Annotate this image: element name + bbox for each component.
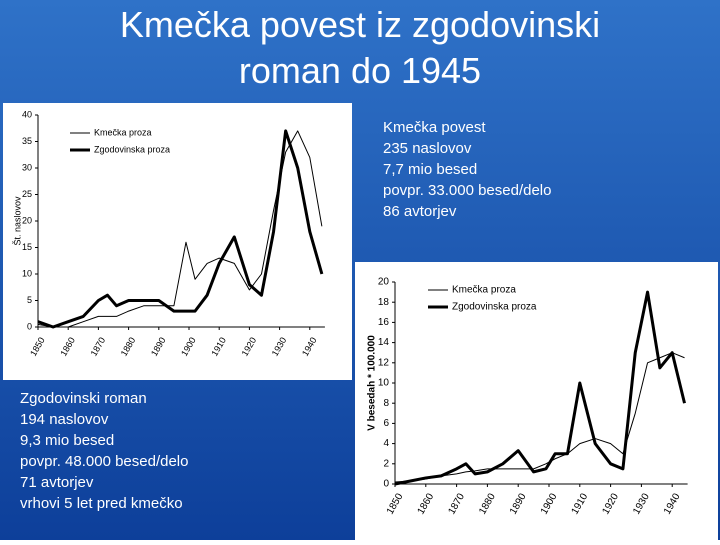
line-series [394, 290, 686, 486]
legend-label: Zgodovinska proza [452, 302, 537, 313]
text-line: 194 naslovov [20, 411, 109, 428]
y-tick-label: 0 [27, 321, 32, 331]
y-tick-label: 15 [22, 242, 32, 252]
y-tick-label: 16 [378, 317, 390, 328]
y-tick-label: 6 [383, 418, 389, 429]
y-tick-label: 8 [383, 398, 389, 409]
legend-label: Kmečka proza [452, 285, 516, 296]
y-tick-label: 4 [383, 438, 389, 449]
y-tick-label: 14 [378, 337, 390, 348]
y-tick-label: 10 [378, 378, 390, 389]
text-line: povpr. 48.000 besed/delo [20, 453, 188, 470]
y-tick-label: 5 [27, 295, 32, 305]
y-tick-label: 18 [378, 297, 390, 308]
chart-panel [355, 262, 718, 540]
text-line: 7,7 mio besed [383, 161, 477, 178]
y-tick-label: 20 [22, 215, 32, 225]
y-tick-label: 10 [22, 268, 32, 278]
y-axis-label: V besedah * 100.000 [367, 335, 378, 431]
y-tick-label: 2 [383, 458, 389, 469]
text-line: 86 avtorjev [383, 203, 457, 220]
y-tick-label: 40 [22, 109, 32, 119]
text-line: Kmečka povest [383, 119, 486, 136]
y-tick-label: 25 [22, 189, 32, 199]
left-text: Zgodovinski roman 194 naslovov 9,3 mio bes… [20, 390, 188, 512]
text-line: 9,3 mio besed [20, 432, 114, 449]
y-tick-label: 20 [378, 277, 390, 288]
legend-label: Zgodovinska proza [94, 144, 170, 154]
text-line: Zgodovinski roman [20, 390, 147, 407]
text-line: 71 avtorjev [20, 474, 94, 491]
y-tick-label: 30 [22, 162, 32, 172]
text-line: vrhovi 5 let pred kmečko [20, 495, 183, 512]
text-line: 235 naslovov [383, 140, 472, 157]
text-line: povpr. 33.000 besed/delo [383, 182, 551, 199]
y-tick-label: 12 [378, 357, 390, 368]
y-tick-label: 0 [383, 479, 389, 490]
line-series [394, 352, 685, 483]
right-text: Kmečka povest 235 naslovov 7,7 mio besed po… [383, 119, 551, 220]
slide-title: Kmečka povest iz zgodovinski roman do 194… [120, 4, 600, 91]
chart-panel [3, 103, 352, 380]
line-series [37, 129, 324, 329]
y-axis-label: Št. naslovov [12, 196, 22, 246]
legend-label: Kmečka proza [94, 127, 152, 137]
y-tick-label: 35 [22, 136, 32, 146]
